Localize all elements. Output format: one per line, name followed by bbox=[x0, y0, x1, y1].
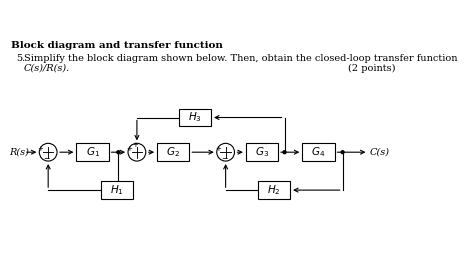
Text: +: + bbox=[215, 146, 221, 152]
Circle shape bbox=[128, 143, 146, 161]
Bar bbox=[157, 143, 189, 161]
Text: −: − bbox=[43, 155, 50, 164]
Bar bbox=[246, 143, 278, 161]
Bar bbox=[179, 109, 211, 126]
Text: −: − bbox=[221, 155, 227, 164]
Text: $G_3$: $G_3$ bbox=[255, 145, 269, 159]
Text: $G_1$: $G_1$ bbox=[85, 145, 100, 159]
Text: Simplify the block diagram shown below. Then, obtain the closed-loop transfer fu: Simplify the block diagram shown below. … bbox=[24, 54, 457, 63]
Text: (2 points): (2 points) bbox=[348, 63, 396, 73]
Text: $H_1$: $H_1$ bbox=[110, 183, 124, 197]
Circle shape bbox=[39, 143, 57, 161]
Text: +: + bbox=[37, 146, 44, 152]
Bar bbox=[100, 181, 133, 199]
Text: Block diagram and transfer function: Block diagram and transfer function bbox=[11, 41, 223, 50]
Text: C(s): C(s) bbox=[370, 148, 390, 157]
Text: +: + bbox=[126, 146, 132, 152]
Text: $H_3$: $H_3$ bbox=[188, 111, 202, 124]
Circle shape bbox=[283, 151, 286, 154]
Text: $G_2$: $G_2$ bbox=[166, 145, 180, 159]
Text: $G_4$: $G_4$ bbox=[311, 145, 326, 159]
Text: R(s): R(s) bbox=[9, 148, 29, 157]
Bar bbox=[76, 143, 109, 161]
Bar bbox=[302, 143, 335, 161]
Bar bbox=[258, 181, 290, 199]
Circle shape bbox=[341, 151, 344, 154]
Text: C(s)/R(s).: C(s)/R(s). bbox=[24, 63, 70, 72]
Text: 5.: 5. bbox=[16, 54, 25, 63]
Text: $H_2$: $H_2$ bbox=[267, 183, 281, 197]
Circle shape bbox=[217, 143, 235, 161]
Text: +: + bbox=[132, 142, 138, 148]
Circle shape bbox=[117, 151, 120, 154]
